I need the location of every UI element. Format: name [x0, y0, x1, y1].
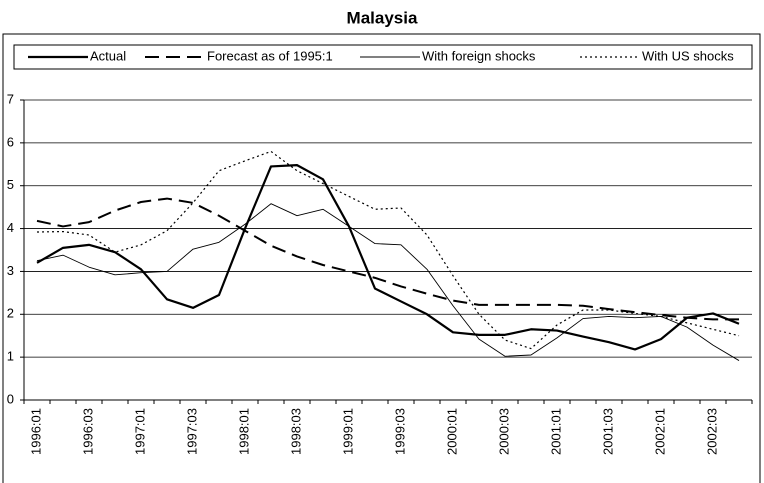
x-tick-label: 1997:03 [184, 408, 199, 455]
x-tick-label: 1999:01 [340, 408, 355, 455]
y-tick-label: 2 [7, 306, 14, 321]
legend-label: With foreign shocks [422, 48, 536, 63]
x-tick-label: 1999:03 [392, 408, 407, 455]
x-tick-label: 1996:03 [80, 408, 95, 455]
series-line [36, 203, 740, 361]
legend-label: Forecast as of 1995:1 [207, 48, 333, 63]
x-tick-label: 1996:01 [28, 408, 43, 455]
legend-label: Actual [90, 48, 126, 63]
series-line [36, 164, 740, 351]
y-tick-label: 4 [7, 220, 14, 235]
series-line [36, 197, 739, 321]
y-tick-label: 1 [7, 349, 14, 364]
x-tick-label: 2002:01 [652, 408, 667, 455]
x-tick-label: 2000:01 [444, 408, 459, 455]
x-tick-label: 1998:03 [288, 408, 303, 455]
x-tick-label: 2000:03 [496, 408, 511, 455]
x-tick-label: 2001:03 [600, 408, 615, 455]
y-tick-label: 6 [7, 134, 14, 149]
y-tick-label: 3 [7, 263, 14, 278]
y-tick-label: 0 [7, 391, 14, 406]
series-line [36, 150, 740, 350]
legend-label: With US shocks [642, 48, 734, 63]
x-tick-label: 1997:01 [132, 408, 147, 455]
x-tick-label: 2001:01 [548, 408, 563, 455]
frame [2, 33, 761, 483]
x-tick-label: 2002:03 [704, 408, 719, 455]
x-tick-label: 1998:01 [236, 408, 251, 455]
y-tick-label: 5 [7, 177, 14, 192]
chart-title: Malaysia [347, 8, 418, 27]
y-tick-label: 7 [7, 91, 14, 106]
